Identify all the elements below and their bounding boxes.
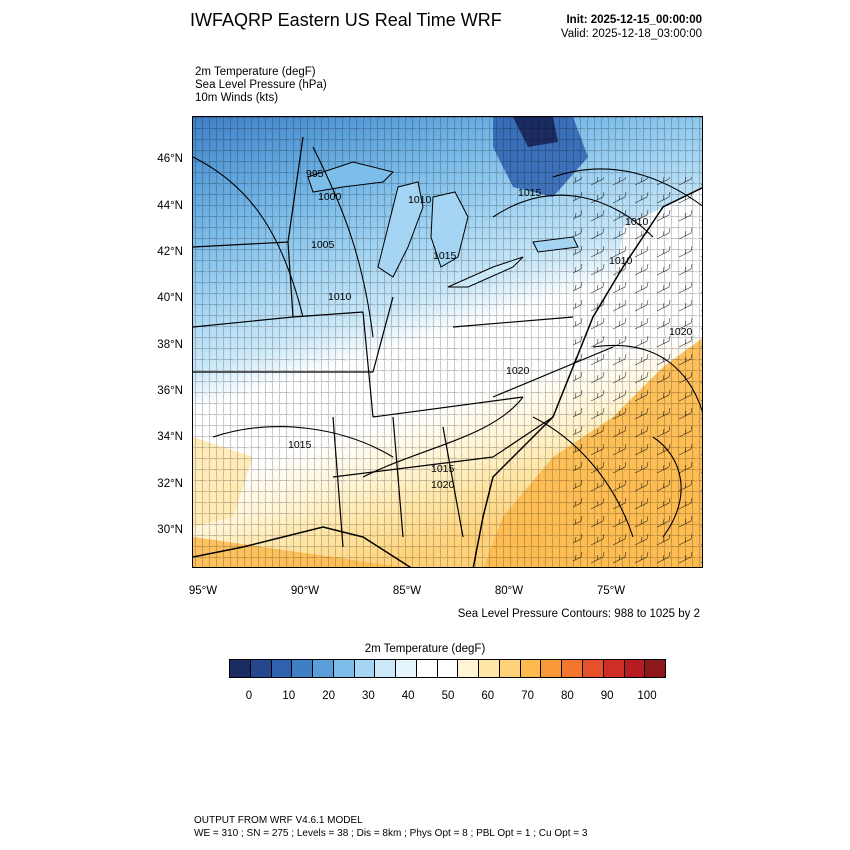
lon-label: 90°W (290, 585, 320, 597)
colorbar-tick-label: 10 (282, 690, 296, 702)
colorbar-segment (645, 660, 666, 677)
colorbar-segment (458, 660, 480, 677)
slp-label: 1010 (328, 291, 352, 303)
colorbar-segment (292, 660, 314, 677)
init-time: Init: 2025-12-15_00:00:00 (566, 14, 702, 26)
weather-map: 995 1000 1005 1010 1015 1010 1010 1015 1… (192, 116, 703, 568)
model-info: OUTPUT FROM WRF V4.6.1 MODEL (194, 815, 363, 826)
lake-erie (447, 256, 524, 288)
lat-label: 32°N (157, 478, 183, 490)
colorbar-segment (603, 660, 625, 677)
colorbar-tick-label: 20 (322, 690, 335, 702)
colorbar-tick-label: 100 (637, 690, 657, 702)
model-config: WE = 310 ; SN = 275 ; Levels = 38 ; Dis … (194, 828, 588, 839)
colorbar-segment (499, 660, 521, 677)
lat-label: 44°N (157, 200, 183, 212)
colorbar-segment (230, 660, 251, 677)
colorbar-segment (479, 660, 500, 677)
slp-label: 1000 (318, 191, 342, 203)
weather-map-svg: 995 1000 1005 1010 1015 1010 1010 1015 1… (193, 117, 702, 567)
lake-ontario (532, 236, 579, 253)
lat-label: 46°N (157, 153, 183, 165)
colorbar-segment (313, 660, 334, 677)
colorbar-segment (541, 660, 563, 677)
colorbar-title: 2m Temperature (degF) (364, 643, 486, 655)
slp-label: 1020 (669, 326, 693, 338)
lake-huron (430, 191, 469, 268)
colorbar-segment (354, 660, 376, 677)
lon-label: 75°W (596, 585, 626, 597)
lat-label: 34°N (157, 431, 183, 443)
colorbar-segment (562, 660, 584, 677)
map-title: IWFAQRP Eastern US Real Time WRF (190, 10, 502, 30)
slp-label: 1010 (609, 255, 633, 267)
lon-label: 95°W (188, 585, 218, 597)
colorbar-segment (271, 660, 293, 677)
lake-superior (307, 161, 394, 193)
colorbar-segment (333, 660, 355, 677)
colorbar-segment (396, 660, 417, 677)
colorbar-segment (416, 660, 438, 677)
pressure-contours (193, 146, 702, 538)
colorbar (229, 659, 666, 678)
slp-label: 1010 (625, 216, 649, 228)
valid-time: Valid: 2025-12-18_03:00:00 (560, 28, 702, 40)
colorbar-segment (375, 660, 397, 677)
lat-label: 38°N (157, 339, 183, 351)
lat-label: 36°N (157, 385, 183, 397)
lat-label: 42°N (157, 246, 183, 258)
state-boundaries (193, 136, 614, 548)
lat-label: 30°N (157, 524, 183, 536)
colorbar-segment (250, 660, 272, 677)
coastline (193, 187, 702, 567)
slp-label: 995 (306, 168, 324, 180)
colorbar-tick-label: 70 (521, 690, 534, 702)
colorbar-segment (583, 660, 604, 677)
colorbar-tick-label: 80 (560, 690, 574, 702)
slp-label: 1015 (288, 439, 312, 451)
field-label-winds: 10m Winds (kts) (195, 92, 279, 104)
wind-barbs (573, 177, 702, 567)
slp-label: 1015 (431, 463, 455, 475)
colorbar-tick-label: 90 (600, 690, 614, 702)
slp-contour-note: Sea Level Pressure Contours: 988 to 1025… (457, 608, 700, 620)
slp-label: 1015 (433, 250, 457, 262)
slp-label: 1020 (431, 479, 455, 491)
lon-label: 85°W (392, 585, 422, 597)
colorbar-segment (520, 660, 542, 677)
slp-label: 1015 (518, 187, 542, 199)
slp-label: 1005 (311, 239, 335, 251)
colorbar-segment (437, 660, 459, 677)
colorbar-tick-label: 60 (481, 690, 495, 702)
slp-label: 1020 (506, 365, 530, 377)
colorbar-tick-label: 40 (401, 690, 415, 702)
slp-label: 1010 (408, 194, 432, 206)
field-label-pressure: Sea Level Pressure (hPa) (195, 79, 327, 91)
colorbar-tick-label: 30 (361, 690, 375, 702)
lat-label: 40°N (157, 292, 183, 304)
colorbar-segment (624, 660, 646, 677)
field-label-temperature: 2m Temperature (degF) (195, 66, 316, 78)
colorbar-tick-label: 0 (245, 690, 253, 702)
lake-michigan (377, 181, 424, 278)
lon-label: 80°W (494, 585, 524, 597)
colorbar-tick-label: 50 (441, 690, 455, 702)
